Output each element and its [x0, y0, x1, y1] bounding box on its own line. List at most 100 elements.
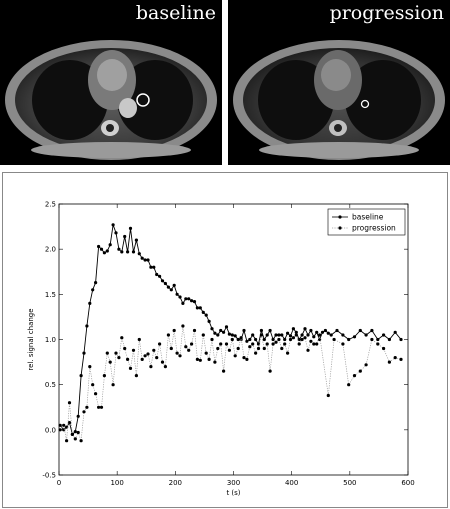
data-point-progression: [370, 337, 374, 342]
data-point-baseline: [190, 299, 194, 303]
data-point-baseline: [248, 337, 252, 342]
x-tick-label: 500: [343, 479, 356, 487]
data-point-baseline: [294, 330, 298, 334]
data-point-progression: [123, 346, 127, 351]
data-point-baseline: [251, 333, 255, 337]
data-point-progression: [236, 346, 240, 351]
data-point-baseline: [242, 328, 246, 333]
progression-image-label: progression: [329, 2, 444, 24]
data-point-progression: [227, 348, 231, 352]
x-tick-label: 200: [169, 479, 182, 487]
data-point-baseline: [271, 337, 275, 342]
data-point-baseline: [315, 330, 319, 334]
data-point-progression: [262, 346, 266, 351]
data-point-progression: [131, 348, 136, 352]
y-tick-label: 0.0: [45, 426, 56, 434]
data-point-progression: [158, 342, 162, 346]
data-point-progression: [280, 346, 284, 351]
data-point-baseline: [300, 333, 304, 337]
data-point-baseline: [166, 285, 170, 289]
data-point-baseline: [224, 325, 229, 329]
series-line-baseline: [59, 224, 402, 436]
data-point-baseline: [347, 337, 351, 342]
data-point-progression: [146, 352, 150, 356]
data-point-baseline: [210, 327, 214, 331]
data-point-progression: [288, 337, 293, 342]
data-point-progression: [195, 357, 199, 361]
data-point-baseline: [204, 313, 208, 317]
data-point-progression: [303, 336, 307, 340]
data-point-baseline: [99, 247, 104, 251]
data-point-baseline: [169, 288, 173, 292]
data-point-baseline: [163, 281, 167, 286]
y-tick-label: 2.0: [45, 246, 56, 254]
baseline-image-label: baseline: [135, 2, 216, 24]
data-point-baseline: [114, 231, 118, 235]
data-point-progression: [347, 383, 351, 387]
data-point-progression: [111, 383, 115, 387]
data-point-progression: [268, 369, 272, 373]
series-line-progression: [59, 325, 402, 441]
data-point-baseline: [306, 333, 310, 337]
data-point-baseline: [227, 332, 231, 336]
data-point-progression: [166, 333, 170, 337]
data-point-progression: [67, 401, 72, 405]
data-point-progression: [230, 337, 234, 342]
data-point-baseline: [265, 333, 269, 337]
data-point-baseline: [201, 310, 205, 314]
legend: baseline progression: [327, 208, 406, 236]
data-point-baseline: [85, 324, 89, 328]
data-point-progression: [175, 351, 179, 355]
data-point-progression: [274, 340, 278, 344]
data-point-progression: [216, 346, 220, 351]
data-point-progression: [312, 342, 316, 346]
data-point-progression: [79, 439, 83, 443]
data-point-baseline: [303, 327, 307, 331]
data-point-progression: [181, 324, 185, 328]
data-point-progression: [120, 336, 124, 340]
data-point-baseline: [262, 337, 266, 342]
data-point-progression: [140, 357, 144, 361]
data-point-baseline: [233, 334, 237, 338]
data-point-baseline: [370, 328, 374, 333]
data-point-baseline: [399, 337, 403, 342]
data-point-progression: [152, 348, 156, 352]
data-point-baseline: [123, 234, 127, 239]
data-point-progression: [309, 339, 313, 343]
data-point-baseline: [134, 238, 138, 242]
data-point-progression: [297, 342, 301, 346]
y-tick-label: -0.5: [42, 472, 56, 480]
data-point-baseline: [387, 337, 391, 342]
data-point-progression: [149, 365, 153, 369]
data-point-baseline: [140, 256, 144, 260]
y-tick-label: 0.5: [45, 381, 56, 389]
signal-change-chart: 0 100 200 300 400 500 600 -0.5 0.0 0.5 1.0 1.5 2.0 2.…: [2, 172, 448, 508]
data-point-progression: [198, 358, 202, 362]
data-point-baseline: [364, 333, 368, 337]
y-axis-label: rel. signal change: [27, 308, 35, 370]
data-point-progression: [88, 365, 92, 369]
data-point-progression: [219, 342, 223, 346]
data-point-progression: [222, 369, 226, 373]
data-point-progression: [399, 357, 403, 361]
data-point-progression: [143, 354, 147, 358]
data-point-progression: [108, 360, 112, 364]
data-point-baseline: [230, 333, 234, 337]
data-point-baseline: [158, 274, 162, 278]
data-point-baseline: [195, 306, 199, 310]
data-point-progression: [65, 439, 69, 443]
x-tick-label: 0: [57, 479, 61, 487]
data-point-baseline: [376, 337, 380, 342]
data-point-progression: [99, 405, 104, 409]
data-point-baseline: [178, 295, 182, 299]
data-point-progression: [358, 369, 362, 373]
data-point-progression: [70, 432, 74, 436]
data-point-baseline: [277, 333, 281, 337]
data-point-baseline: [149, 265, 153, 269]
data-point-baseline: [280, 333, 284, 337]
data-point-progression: [76, 430, 80, 435]
data-point-baseline: [219, 328, 223, 333]
data-point-baseline: [320, 330, 325, 334]
data-point-progression: [134, 374, 138, 378]
data-point-baseline: [341, 333, 345, 337]
